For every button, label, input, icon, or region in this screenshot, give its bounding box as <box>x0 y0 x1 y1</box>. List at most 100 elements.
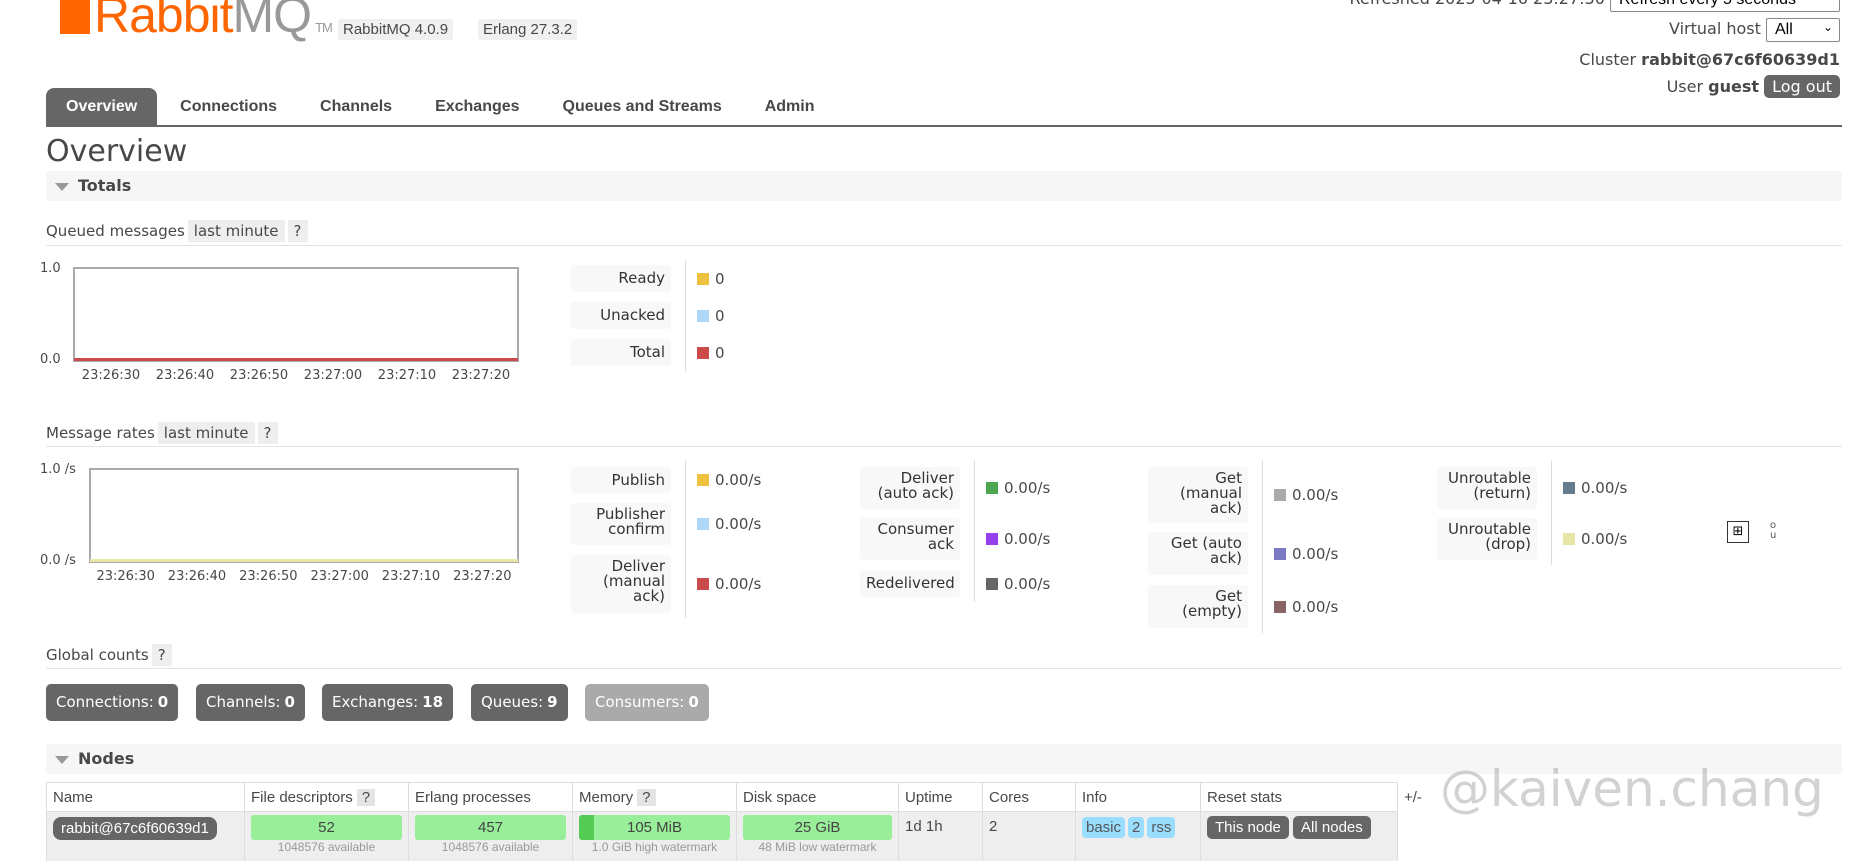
rate-publisher-confirm-label: Publisher confirm <box>571 503 671 545</box>
queued-help-button[interactable]: ? <box>287 220 308 242</box>
fd-available: 1048576 available <box>277 840 376 854</box>
tab-connections[interactable]: Connections <box>180 98 278 115</box>
node-link[interactable]: rabbit@67c6f60639d1 <box>53 817 217 840</box>
watermark: @kaiven.chang <box>1440 760 1824 818</box>
fd-bar: 52 <box>251 815 402 840</box>
rate-get-auto-ack-value: 0.00/s <box>1274 545 1338 563</box>
count-value: 0 <box>688 693 699 711</box>
refresh-interval-select[interactable]: Refresh every 5 seconds <box>1610 0 1840 12</box>
watermark-handle: @kaiven.chang <box>1440 760 1824 818</box>
legend-swatch-icon <box>1274 547 1286 560</box>
queues-count-button[interactable]: Queues: 9 <box>471 684 568 721</box>
logo-mark-icon <box>60 0 90 34</box>
count-label: Connections: <box>56 693 154 711</box>
memory-watermark: 1.0 GiB high watermark <box>591 840 718 854</box>
rate-unroutable-return-label: Unroutable (return) <box>1437 467 1537 509</box>
cluster-row: Cluster rabbit@67c6f60639d1 <box>1579 50 1840 69</box>
info-badge-rss: rss <box>1147 817 1176 838</box>
reset-this-node-button[interactable]: This node <box>1207 816 1289 839</box>
rate-deliver-manual-ack-value: 0.00/s <box>697 575 761 593</box>
legend-ready-label: Ready <box>571 265 671 292</box>
info-cell: basic 2 rss <box>1075 811 1201 861</box>
count-value: 0 <box>157 693 169 711</box>
count-value: 9 <box>547 693 558 711</box>
disk-watermark: 48 MiB low watermark <box>758 840 877 854</box>
erlang-badge: Erlang 27.3.2 <box>478 19 578 40</box>
rate-deliver-manual-ack-label: Deliver (manual ack) <box>571 555 671 613</box>
x-tick-label: 23:27:00 <box>304 368 362 383</box>
count-label: Queues: <box>481 693 544 711</box>
queued-messages-chart: 1.0 0.0 23:26:30 23:26:40 23:26:50 23:27:00 23… <box>40 261 519 383</box>
rates-help-button[interactable]: ? <box>257 422 278 444</box>
reset-stats-cell: This node All nodes <box>1200 811 1398 861</box>
memory-fill <box>579 815 595 840</box>
y-tick-label: 1.0 <box>40 261 61 276</box>
legend-ready-value: 0 <box>697 270 725 288</box>
reset-all-nodes-button[interactable]: All nodes <box>1293 816 1371 839</box>
vhost-value: All <box>1775 21 1793 38</box>
tab-overview[interactable]: Overview <box>46 88 158 126</box>
vhost-row: Virtual host All ⌄ <box>1669 18 1840 42</box>
nodes-section-toggle[interactable]: Nodes <box>46 744 1842 774</box>
count-label: Channels: <box>206 693 281 711</box>
chevron-down-icon: ⌄ <box>1822 20 1833 34</box>
proc-cell: 457 1048576 available <box>408 811 573 861</box>
rate-get-auto-ack-label: Get (auto ack) <box>1148 532 1248 575</box>
legend-swatch-icon <box>986 482 998 494</box>
rate-consumer-ack-label: Consumer ack <box>860 518 960 560</box>
legend-divider <box>1551 460 1552 565</box>
queued-range-select[interactable]: last minute <box>187 220 285 242</box>
page-title: Overview <box>46 134 188 169</box>
tab-admin[interactable]: Admin <box>764 98 815 115</box>
x-tick-label: 23:26:40 <box>156 368 214 383</box>
info-badge-count: 2 <box>1128 817 1145 838</box>
disk-cell: 25 GiB 48 MiB low watermark <box>736 811 899 861</box>
col-name: Name <box>46 782 245 812</box>
nodes-table: Name File descriptors? Erlang processes … <box>46 782 1428 861</box>
global-counts-help-button[interactable]: ? <box>151 644 172 666</box>
legend-swatch-icon <box>1563 533 1575 545</box>
help-button[interactable]: ? <box>637 788 656 806</box>
rates-range-select[interactable]: last minute <box>157 422 255 444</box>
y-tick-label: 0.0 /s <box>40 553 76 568</box>
tab-channels[interactable]: Channels <box>320 98 393 115</box>
tab-exchanges[interactable]: Exchanges <box>435 98 520 115</box>
col-cores: Cores <box>982 782 1076 812</box>
vhost-select[interactable]: All ⌄ <box>1766 18 1840 42</box>
queued-messages-label: Queued messages <box>46 222 185 240</box>
main-nav: Overview Connections Channels Exchanges … <box>46 88 838 126</box>
collapse-triangle-icon <box>55 756 69 764</box>
legend-swatch-icon <box>697 309 709 322</box>
refreshed-time: Refreshed 2025-04-16 23:27:30 <box>1349 0 1604 8</box>
plot-area <box>89 468 519 563</box>
message-rates-chart: 1.0 /s 0.0 /s 23:26:30 23:26:40 23:26:50 23:2… <box>40 462 519 584</box>
legend-total-label: Total <box>571 339 671 366</box>
divider <box>46 245 1842 246</box>
exchanges-count-button[interactable]: Exchanges: 18 <box>322 684 454 721</box>
channels-count-button[interactable]: Channels: 0 <box>196 684 305 721</box>
legend-divider <box>685 460 686 618</box>
consumers-count-button[interactable]: Consumers: 0 <box>585 684 709 721</box>
proc-bar: 457 <box>415 815 566 840</box>
logout-button[interactable]: Log out <box>1764 75 1840 98</box>
col-disk-space: Disk space <box>736 782 899 812</box>
input-method-icon[interactable]: ⊞ <box>1727 521 1749 543</box>
empty-cell <box>1396 811 1428 861</box>
divider <box>46 668 1842 669</box>
col-label: Memory <box>579 788 634 806</box>
totals-section-toggle[interactable]: Totals <box>46 171 1842 201</box>
rate-consumer-ack-value: 0.00/s <box>986 530 1050 548</box>
x-tick-label: 23:27:10 <box>382 569 440 584</box>
legend-swatch-icon <box>697 474 709 486</box>
legend-unacked-label: Unacked <box>571 302 671 329</box>
columns-toggle-button[interactable]: +/- <box>1397 782 1428 812</box>
col-reset-stats: Reset stats <box>1200 782 1398 812</box>
help-button[interactable]: ? <box>356 788 376 806</box>
memory-value: 105 MiB <box>626 819 683 836</box>
legend-total-value: 0 <box>697 344 725 362</box>
connections-count-button[interactable]: Connections: 0 <box>46 684 179 721</box>
rate-get-empty-value: 0.00/s <box>1274 598 1338 616</box>
divider <box>46 446 1842 447</box>
tab-queues-and-streams[interactable]: Queues and Streams <box>562 98 722 115</box>
